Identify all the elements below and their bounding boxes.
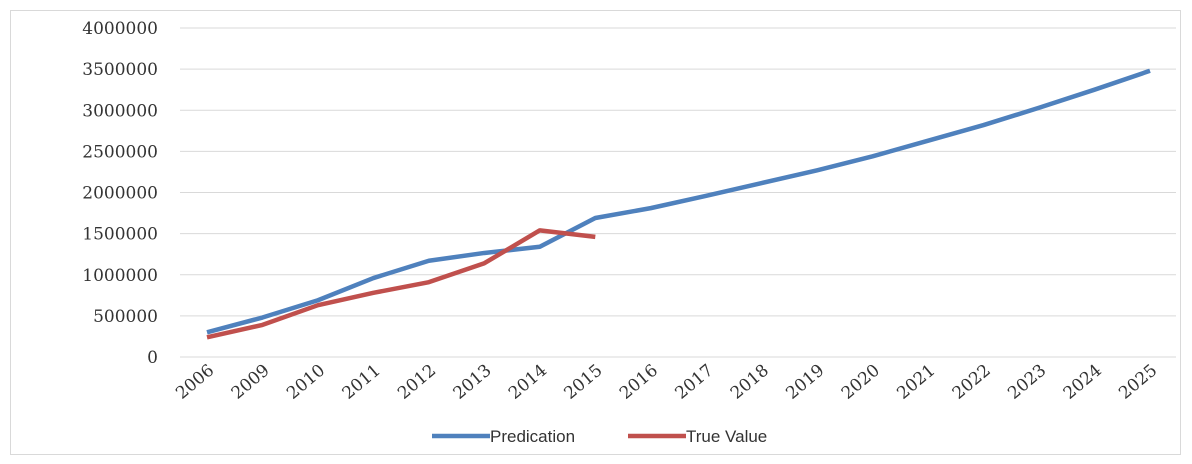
y-tick-label: 3000000	[82, 101, 158, 121]
legend-label: Predication	[490, 427, 575, 446]
legend-label: True Value	[686, 427, 767, 446]
line-series	[206, 228, 596, 340]
y-tick-label: 0	[147, 348, 158, 368]
y-tick-label: 2000000	[82, 184, 158, 204]
y-tick-label: 2500000	[82, 142, 158, 162]
y-tick-label: 1500000	[82, 225, 158, 245]
y-tick-label: 1000000	[82, 266, 158, 286]
y-tick-label: 4000000	[82, 19, 158, 39]
chart-frame	[10, 10, 1181, 455]
y-tick-label: 3500000	[82, 60, 158, 80]
y-tick-label: 500000	[93, 307, 158, 327]
line-series	[206, 68, 1151, 335]
